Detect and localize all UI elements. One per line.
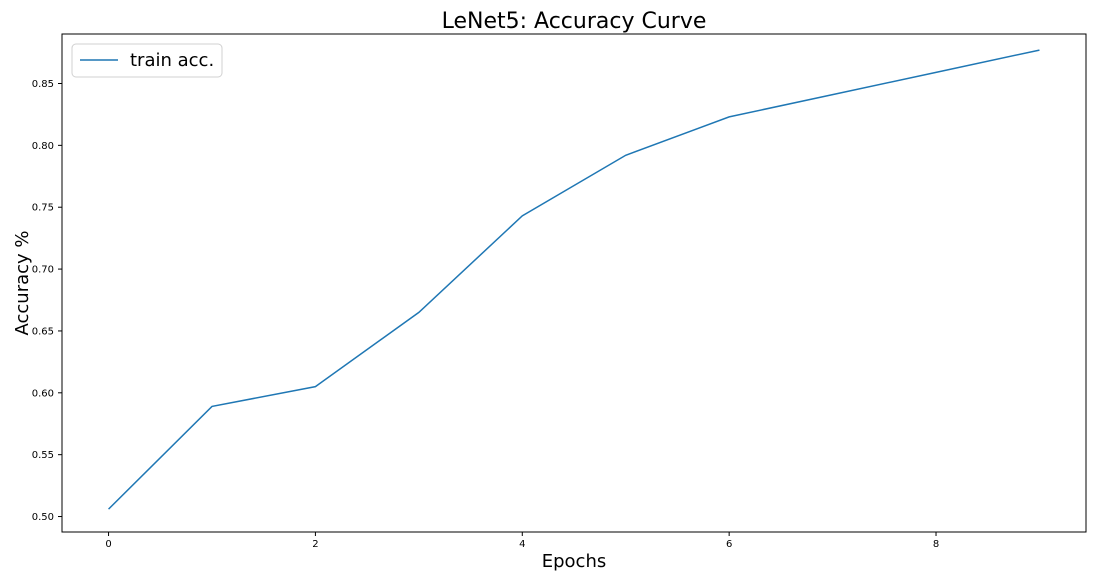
y-tick-label: 0.85	[32, 79, 54, 90]
plot-frame	[61, 33, 1087, 533]
chart-title: LeNet5: Accuracy Curve	[442, 9, 707, 34]
x-axis: 0 2 4 6 8	[105, 532, 939, 550]
plot-area	[61, 33, 1087, 533]
x-tick-label: 4	[519, 539, 525, 550]
legend: train acc.	[71, 43, 223, 78]
y-tick-label: 0.75	[32, 203, 54, 214]
series-layer	[108, 49, 1040, 510]
y-tick-label: 0.55	[32, 450, 54, 461]
legend-label-train-acc: train acc.	[130, 50, 214, 71]
y-tick-label: 0.65	[32, 326, 54, 337]
y-axis-title: Accuracy %	[12, 230, 33, 335]
y-tick-label: 0.60	[32, 388, 54, 399]
x-axis-title: Epochs	[542, 551, 607, 572]
x-tick-label: 0	[105, 539, 111, 550]
y-tick-label: 0.70	[32, 265, 54, 276]
series-line-0	[108, 49, 1040, 510]
legend-box	[71, 43, 223, 78]
y-tick-label: 0.50	[32, 512, 54, 523]
y-axis: 0.50 0.55 0.60 0.65 0.70 0.75 0.80 0.85	[32, 79, 62, 523]
x-tick-label: 2	[312, 539, 318, 550]
x-tick-label: 8	[933, 539, 939, 550]
x-tick-label: 6	[726, 539, 732, 550]
y-tick-label: 0.80	[32, 141, 54, 152]
